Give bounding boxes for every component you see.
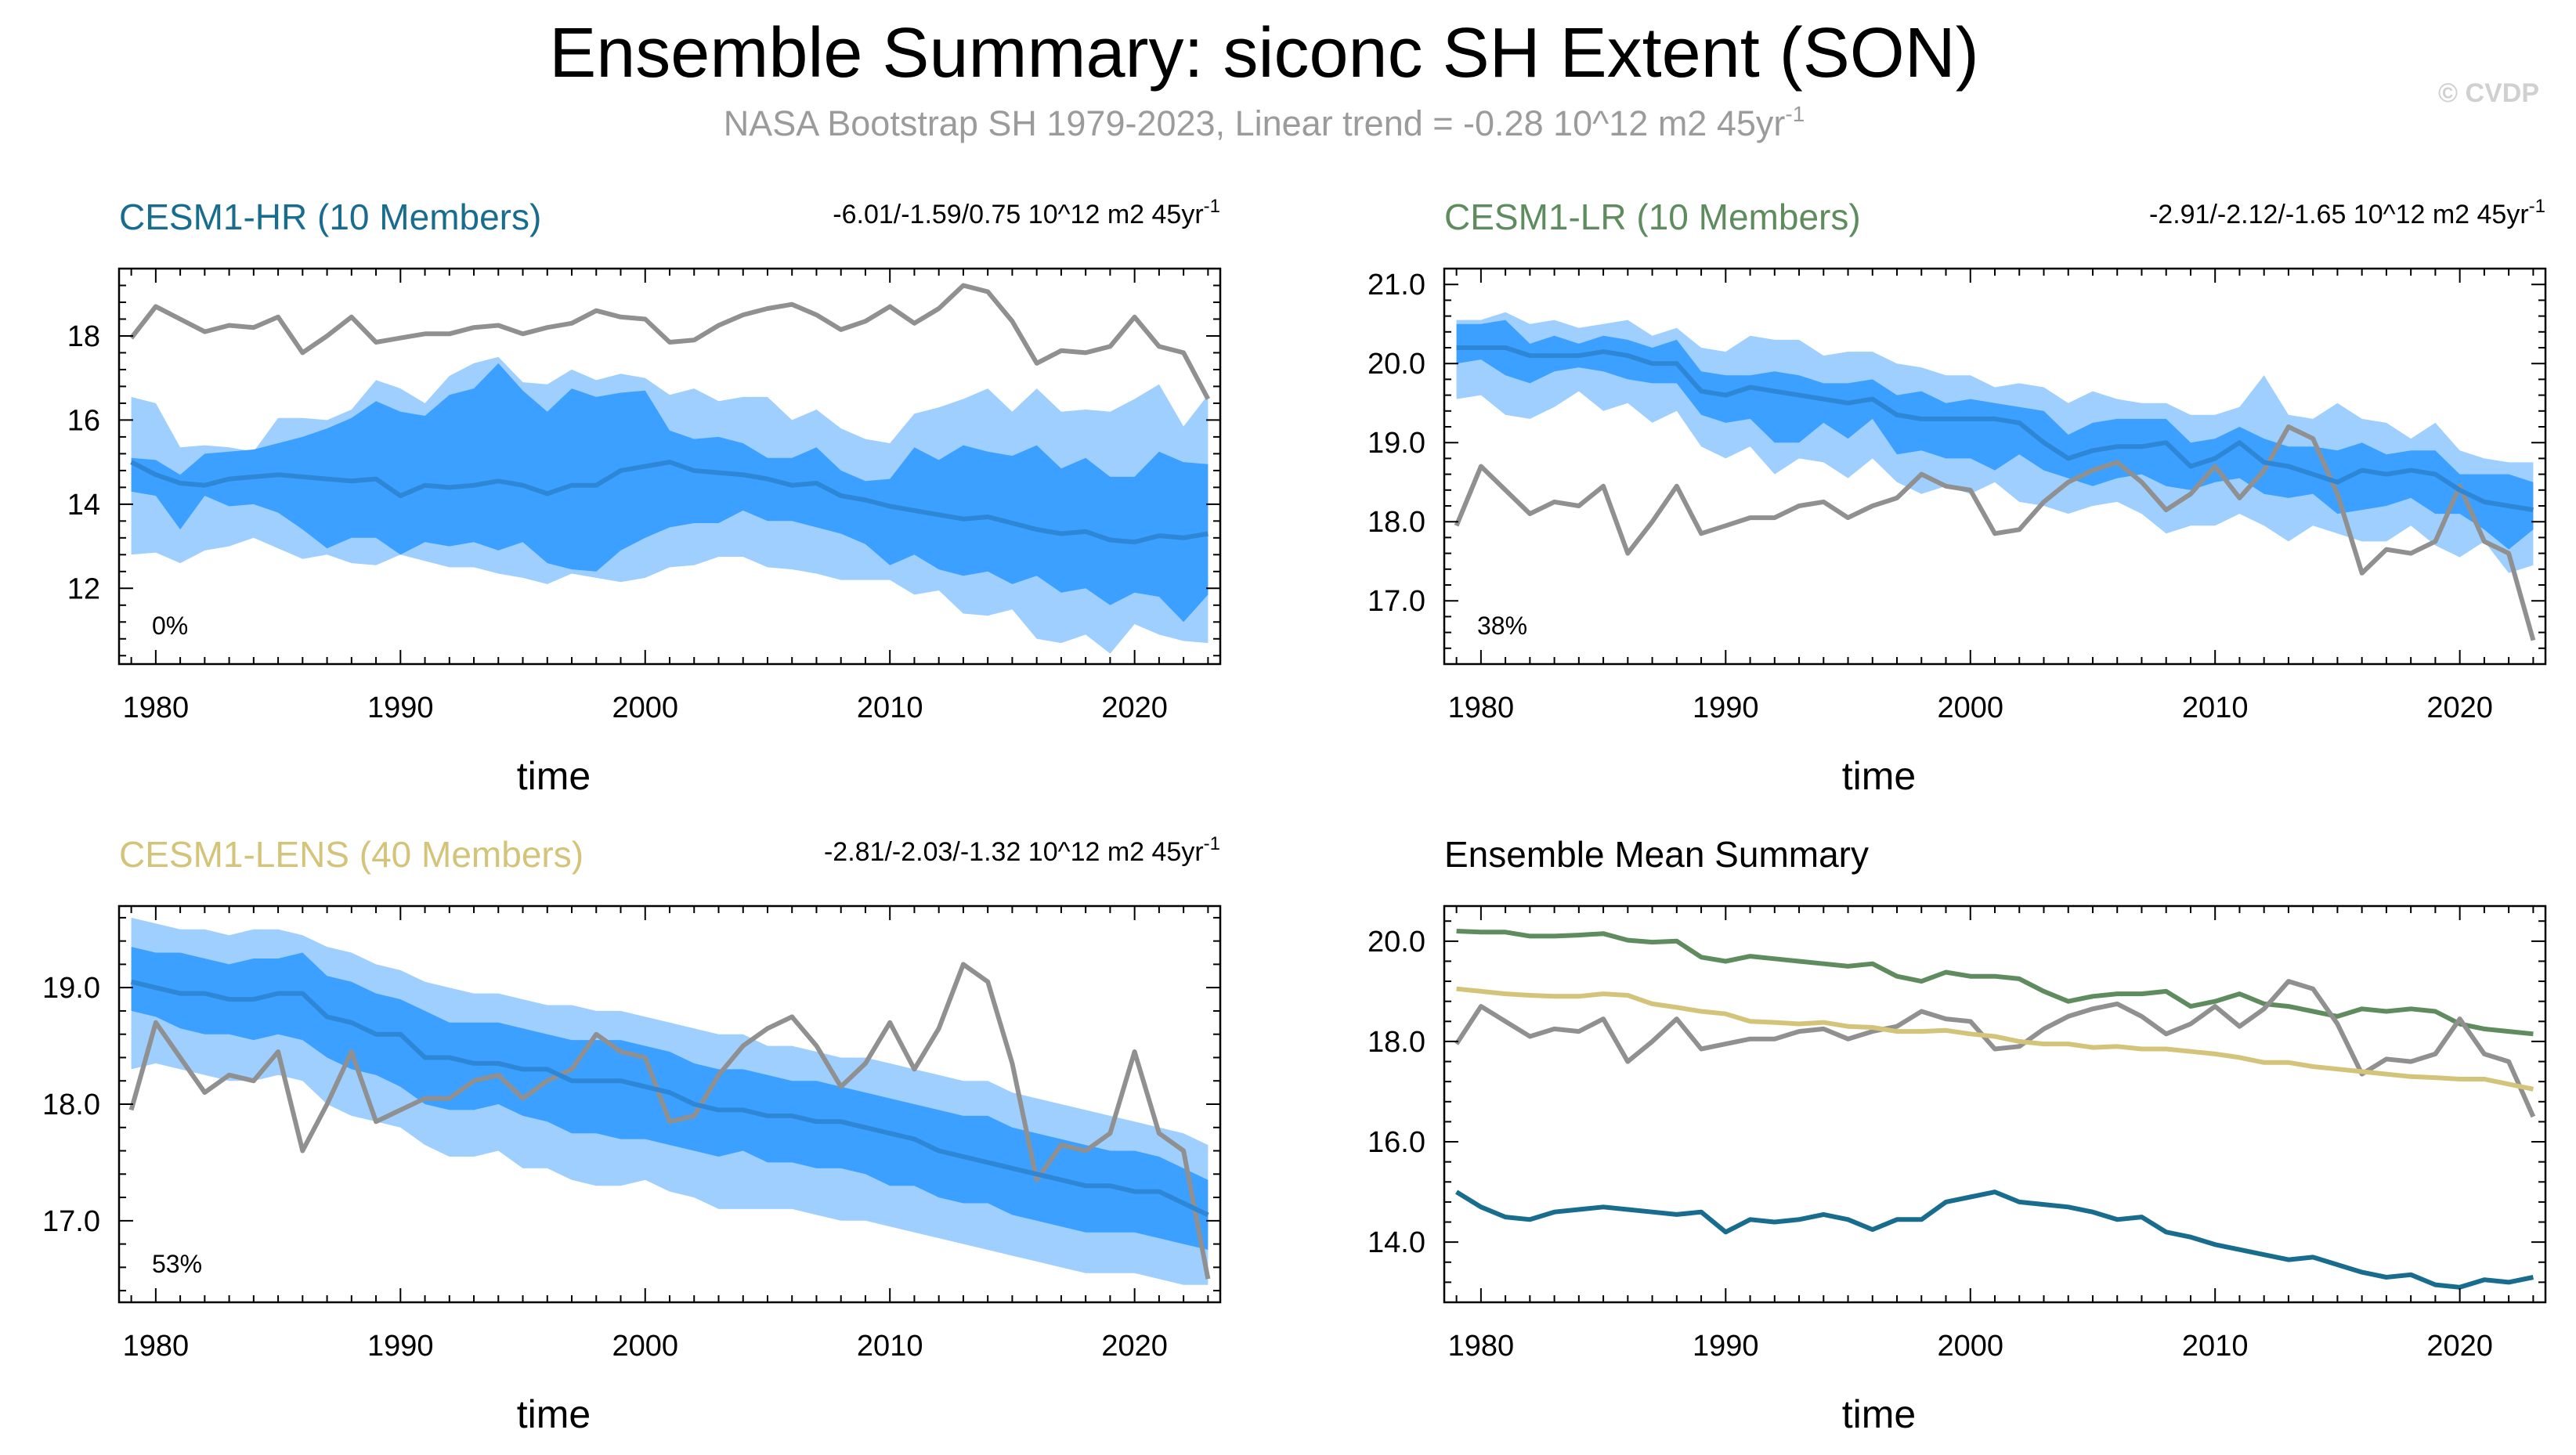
x-tick-label: 2010 [857,1330,923,1363]
y-tick-label: 20.0 [1367,926,1425,959]
obs-line [129,283,1211,400]
x-tick-label: 1990 [1693,691,1759,724]
x-tick-label: 1980 [1448,691,1515,724]
figure-subtitle-text: NASA Bootstrap SH 1979-2023, Linear tren… [724,103,1786,143]
trend-text: -6.01/-1.59/0.75 10^12 m2 45yr [833,200,1203,229]
plot-area [1454,312,2536,641]
band-25-75 [131,363,1209,623]
x-axis-label: time [517,754,591,798]
y-tick-label: 17.0 [42,1205,100,1238]
y-tick-label: 20.0 [1367,348,1425,381]
x-tick-label: 2000 [1937,1330,2003,1363]
y-tick-label: 18.0 [1367,1026,1425,1059]
y-tick-label: 18.0 [1367,506,1425,539]
y-tick-label: 19.0 [1367,427,1425,460]
panel-title: Ensemble Mean Summary [1444,834,1869,875]
x-axis-label: time [517,1392,591,1436]
x-tick-label: 2000 [612,1330,678,1363]
plot-area [1454,929,2536,1290]
x-tick-label: 1980 [1448,1330,1515,1363]
percent-label: 38% [1477,612,1527,640]
ensemble-mean-line [130,979,1209,1218]
trend-label: -2.81/-2.03/-1.32 10^12 m2 45yr-1 [824,833,1220,867]
panel-summary: Ensemble Mean Summary 1980 1990 2000 2010 202… [1367,834,2547,1436]
y-tick-label: 18 [67,320,100,353]
tick-marks [1444,906,2545,1303]
x-tick-label: 1990 [1693,1330,1759,1363]
x-tick-label: 2020 [1101,691,1168,724]
plot-area [128,917,1211,1285]
trend-text: -2.81/-2.03/-1.32 10^12 m2 45yr [824,837,1204,867]
ensemble-mean-line [130,460,1209,545]
trend-label: -2.91/-2.12/-1.65 10^12 m2 45yr-1 [2149,196,2545,229]
panel-lens: CESM1-LENS (40 Members) -2.81/-2.03/-1.32… [42,833,1222,1436]
x-tick-label: 2020 [2426,691,2493,724]
x-tick-label: 1980 [123,691,190,724]
x-tick-label: 2000 [612,691,678,724]
x-tick-label: 2020 [2426,1330,2493,1363]
trend-text: -2.91/-2.12/-1.65 10^12 m2 45yr [2149,200,2529,229]
x-tick-label: 2000 [1937,691,2003,724]
x-tick-label: 1990 [367,691,434,724]
figure-subtitle-sup: -1 [1785,102,1805,126]
y-tick-label: 16.0 [1367,1126,1425,1159]
panel-lr: CESM1-LR (10 Members) -2.91/-2.12/-1.65 1… [1367,196,2547,798]
series-line-lr [1456,929,2534,1037]
x-tick-label: 2010 [857,691,923,724]
trend-label: -6.01/-1.59/0.75 10^12 m2 45yr-1 [833,196,1220,229]
x-axis-label: time [1842,1392,1916,1436]
x-tick-label: 2010 [2182,691,2249,724]
panel-title: CESM1-HR (10 Members) [119,197,541,237]
y-tick-label: 12 [67,572,100,605]
tick-marks [1444,269,2545,665]
x-tick-label: 1980 [123,1330,190,1363]
y-tick-label: 14.0 [1367,1226,1425,1259]
series-line-obs [1454,979,2536,1118]
tick-marks [119,268,1220,664]
plot-area [129,283,1211,654]
watermark: © CVDP [2438,78,2539,108]
x-axis-label: time [1842,754,1916,798]
series-line-hr [1455,1190,2534,1290]
panel-hr: CESM1-HR (10 Members) -6.01/-1.59/0.75 10… [67,196,1222,798]
panel-title: CESM1-LENS (40 Members) [119,834,583,875]
percent-label: 53% [152,1250,202,1278]
plot-frame [1443,904,2547,1304]
x-tick-label: 2020 [1101,1330,1168,1363]
x-tick-label: 2010 [2182,1330,2249,1363]
y-tick-label: 16 [67,404,100,437]
y-tick-label: 19.0 [42,972,100,1005]
y-tick-label: 21.0 [1367,269,1425,301]
obs-line [1454,424,2536,641]
percent-label: 0% [152,612,188,640]
trend-sup: -1 [1204,196,1220,217]
x-tick-label: 1990 [367,1330,434,1363]
trend-sup: -1 [1204,833,1220,854]
figure-title: Ensemble Summary: siconc SH Extent (SON) [549,14,1979,92]
y-tick-label: 14 [67,489,100,522]
ensemble-mean-line [1456,345,2534,513]
y-tick-label: 17.0 [1367,585,1425,618]
band-25-75 [1456,320,2534,550]
panels: CESM1-HR (10 Members) -6.01/-1.59/0.75 10… [42,196,2547,1436]
trend-sup: -1 [2529,196,2545,217]
series-line-lens [1456,986,2534,1092]
band-25-75 [131,947,1209,1250]
panel-title: CESM1-LR (10 Members) [1444,197,1861,237]
y-tick-label: 18.0 [42,1089,100,1121]
obs-line [128,962,1211,1280]
figure-subtitle: NASA Bootstrap SH 1979-2023, Linear tren… [724,102,1805,143]
tick-marks [119,906,1220,1302]
